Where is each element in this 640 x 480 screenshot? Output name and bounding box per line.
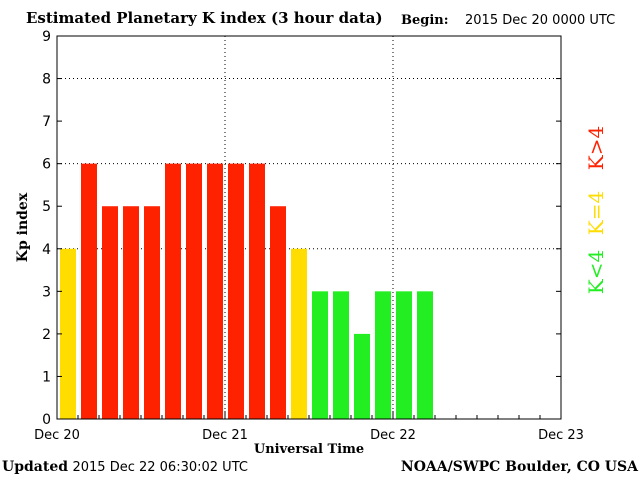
kp-bar-2	[102, 206, 118, 419]
bars	[60, 163, 433, 419]
kp-bar-16	[396, 291, 412, 419]
chart-title: Estimated Planetary K index (3 hour data…	[26, 9, 383, 27]
legend-item-1: K=4	[584, 191, 608, 235]
kp-bar-14	[354, 333, 370, 419]
kp-bar-3	[123, 206, 139, 419]
legend-item-2: K>4	[584, 126, 608, 170]
x-axis-label: Universal Time	[254, 442, 364, 457]
kp-bar-13	[333, 291, 349, 419]
y-tick-label-8: 8	[42, 72, 51, 88]
y-tick-label-1: 1	[42, 369, 51, 385]
kp-bar-9	[249, 163, 265, 419]
source-credit: NOAA/SWPC Boulder, CO USA	[400, 459, 638, 475]
begin-label: Begin:	[401, 13, 449, 28]
kp-bar-1	[81, 163, 97, 419]
x-tick-label-Dec-22: Dec 22	[370, 428, 416, 443]
ticks: 0 1 2 3 4 5 6 7 8 9 Dec 20 Dec 21 Dec 22 Dec 23	[34, 29, 584, 443]
updated-timestamp: Updated 2015 Dec 22 06:30:02 UTC	[2, 459, 248, 475]
kp-bar-8	[228, 163, 244, 419]
kp-bar-6	[186, 163, 202, 419]
kp-bar-15	[375, 291, 391, 419]
grid-lines	[57, 36, 561, 419]
y-tick-label-3: 3	[42, 284, 51, 300]
x-tick-label-Dec-20: Dec 20	[34, 428, 80, 443]
y-tick-label-2: 2	[42, 327, 51, 343]
y-tick-label-9: 9	[42, 29, 51, 45]
x-tick-label-Dec-21: Dec 21	[202, 428, 248, 443]
kp-bar-0	[60, 248, 76, 419]
y-tick-label-5: 5	[42, 199, 51, 215]
y-tick-label-0: 0	[42, 412, 51, 428]
x-tick-label-Dec-23: Dec 23	[538, 428, 584, 443]
kp-bar-4	[144, 206, 160, 419]
legend-item-0: K<4	[584, 250, 608, 294]
y-axis-label: Kp index	[15, 192, 31, 262]
updated-value: 2015 Dec 22 06:30:02 UTC	[72, 460, 248, 475]
kp-bar-17	[417, 291, 433, 419]
kp-bar-11	[291, 248, 307, 419]
kp-bar-7	[207, 163, 223, 419]
kp-bar-10	[270, 206, 286, 419]
y-tick-label-7: 7	[42, 114, 51, 130]
legend: K<4 K=4 K>4	[584, 126, 608, 294]
kp-bar-12	[312, 291, 328, 419]
kp-bar-5	[165, 163, 181, 419]
begin-value: 2015 Dec 20 0000 UTC	[465, 13, 616, 28]
y-tick-label-4: 4	[42, 242, 51, 258]
y-tick-label-6: 6	[42, 157, 51, 173]
updated-label: Updated	[2, 459, 69, 475]
